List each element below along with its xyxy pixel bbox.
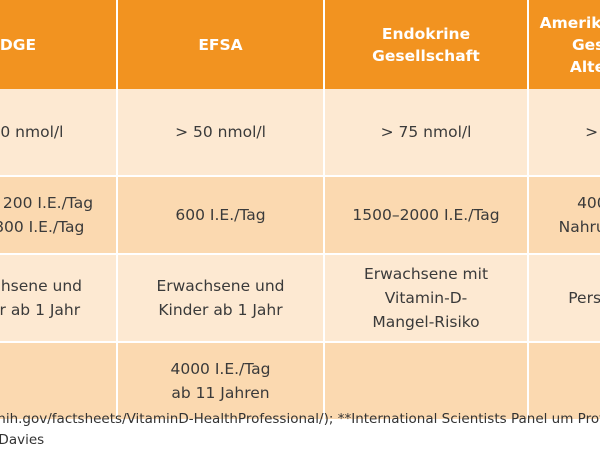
- table-cell: > 50 nmol/l: [0, 89, 118, 177]
- table-cell: Erwachsene und Kinder ab 1 Jahr: [117, 254, 325, 343]
- table-cell: [0, 342, 118, 419]
- header-endokrine-gesellschaft: Endokrine Gesellschaft: [324, 0, 529, 89]
- header-dge: DGE: [0, 0, 118, 89]
- table-cell: [324, 342, 529, 419]
- table-cell: > 75 nmol/l: [324, 89, 529, 177]
- table-cell: 4000 I.E./Tag ab 11 Jahren: [117, 342, 325, 419]
- table-cell: Personen: [528, 254, 600, 343]
- table-row-hoechstmenge: 4000 I.E./Tag ab 11 Jahren: [0, 342, 600, 419]
- table-cell: 1500–2000 I.E./Tag: [324, 176, 529, 255]
- table-row-dosis: Kinder: 200 I.E./Tag Erw.: 800 I.E./Tag …: [0, 176, 600, 255]
- table-cell: Erwachsene mit Vitamin-D- Mangel-Risiko: [324, 254, 529, 343]
- header-amerikanische-gesellschaft: Amerikanische Geselle Altersm: [528, 0, 600, 89]
- source-footnote: ods.od.nih.gov/factsheets/VitaminD-Healt…: [0, 409, 600, 451]
- table-cell: 4000 I. Nahrungser: [528, 176, 600, 255]
- table-cell: 600 I.E./Tag: [117, 176, 325, 255]
- footnote-line: ods.od.nih.gov/factsheets/VitaminD-Healt…: [0, 411, 600, 427]
- table-cell: Erwachsene und Kinder ab 1 Jahr: [0, 254, 118, 343]
- table-cell: > 50 nmol/l: [117, 89, 325, 177]
- header-efsa: EFSA: [117, 0, 325, 89]
- table-cell: [528, 342, 600, 419]
- footnote-line: Gareth Davies: [0, 432, 45, 448]
- table-row-zielgruppe: Erwachsene und Kinder ab 1 Jahr Erwachse…: [0, 254, 600, 343]
- header-row: DGE EFSA Endokrine Gesellschaft Amerikan…: [0, 0, 600, 89]
- recommendation-table: DGE EFSA Endokrine Gesellschaft Amerikan…: [0, 0, 600, 419]
- table-row-zielwert: > 50 nmol/l > 50 nmol/l > 75 nmol/l > 75: [0, 89, 600, 177]
- table-cell: > 75: [528, 89, 600, 177]
- table-cell: Kinder: 200 I.E./Tag Erw.: 800 I.E./Tag: [0, 176, 118, 255]
